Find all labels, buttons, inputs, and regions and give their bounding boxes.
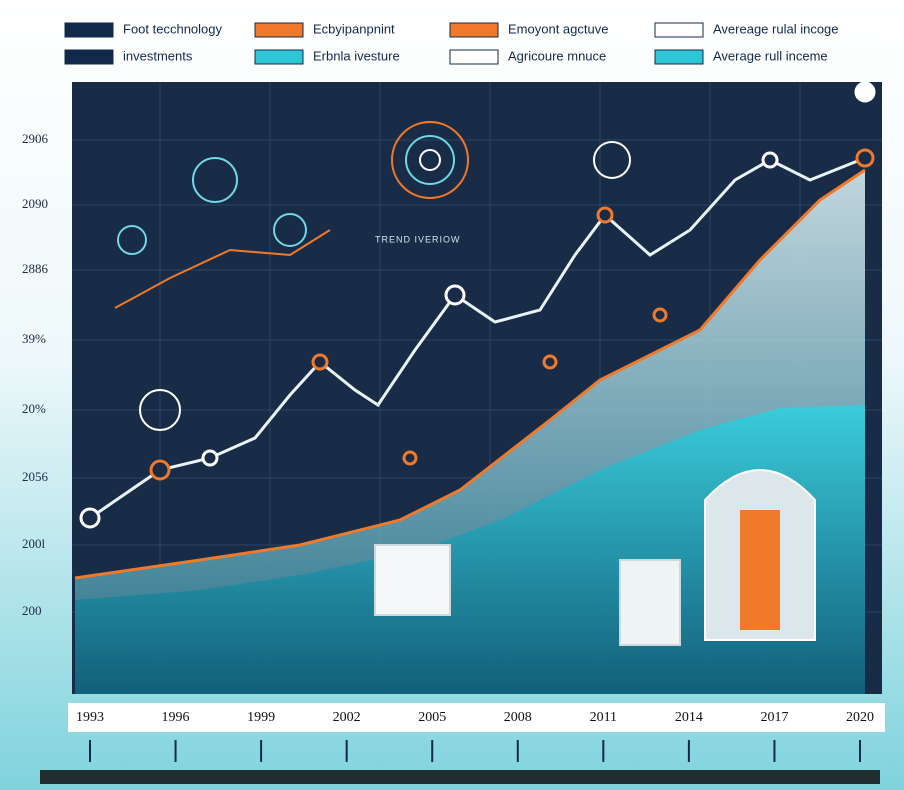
legend-swatch <box>64 22 114 38</box>
y-label: 2906 <box>22 131 49 146</box>
legend-swatch <box>254 49 304 65</box>
y-label: 2090 <box>22 196 48 211</box>
legend-label: Avereage rulal incoge <box>713 21 839 36</box>
legend-label: Agricoure mnuce <box>508 48 606 63</box>
legend-label: Average rull inceme <box>713 48 828 63</box>
x-labels: 1993 1996 1999 2002 2005 2008 2011 2014 2017 2020 <box>76 710 874 762</box>
x-label: 2002 <box>333 710 361 725</box>
x-label: 1999 <box>247 710 275 725</box>
legend-swatch <box>64 49 114 65</box>
annotation: TREND IVERIOW <box>375 234 461 244</box>
x-label: 2017 <box>760 710 788 725</box>
y-label: 20% <box>22 401 46 416</box>
y-label: 200 <box>22 603 42 618</box>
decor-icons <box>117 121 816 646</box>
x-label: 1996 <box>162 710 190 725</box>
legend: Foot tecchnology Ecbyipanpnint Emoyont agc… <box>64 21 839 65</box>
inset-line <box>114 229 331 309</box>
x-label: 2005 <box>418 710 446 725</box>
y-label: 39% <box>22 331 46 346</box>
y-label: 2886 <box>22 261 49 276</box>
white-line <box>89 156 866 520</box>
legend-swatch <box>449 49 499 65</box>
legend-label: Erbnla ivesture <box>313 48 400 63</box>
y-label: 2056 <box>22 469 49 484</box>
x-label: 1993 <box>76 710 104 725</box>
legend-swatch <box>654 49 704 65</box>
x-label: 2014 <box>675 710 703 725</box>
legend-swatch <box>654 22 704 38</box>
legend-swatch <box>254 22 304 38</box>
x-label: 2020 <box>846 710 874 725</box>
x-label: 2011 <box>590 710 617 725</box>
x-label-strip <box>68 703 885 732</box>
legend-label: Emoyont agctuve <box>508 21 608 36</box>
markers <box>79 81 876 529</box>
legend-swatch <box>449 22 499 38</box>
y-labels: 2906 2090 2886 39% 20% 2056 200l 200 <box>22 131 49 618</box>
y-label: 200l <box>22 536 46 551</box>
x-label: 2008 <box>504 710 532 725</box>
legend-label: investments <box>123 48 193 63</box>
legend-label: Foot tecchnology <box>123 21 223 36</box>
bottom-scribble <box>40 770 880 784</box>
orange-line <box>74 168 866 580</box>
legend-label: Ecbyipanpnint <box>313 21 395 36</box>
